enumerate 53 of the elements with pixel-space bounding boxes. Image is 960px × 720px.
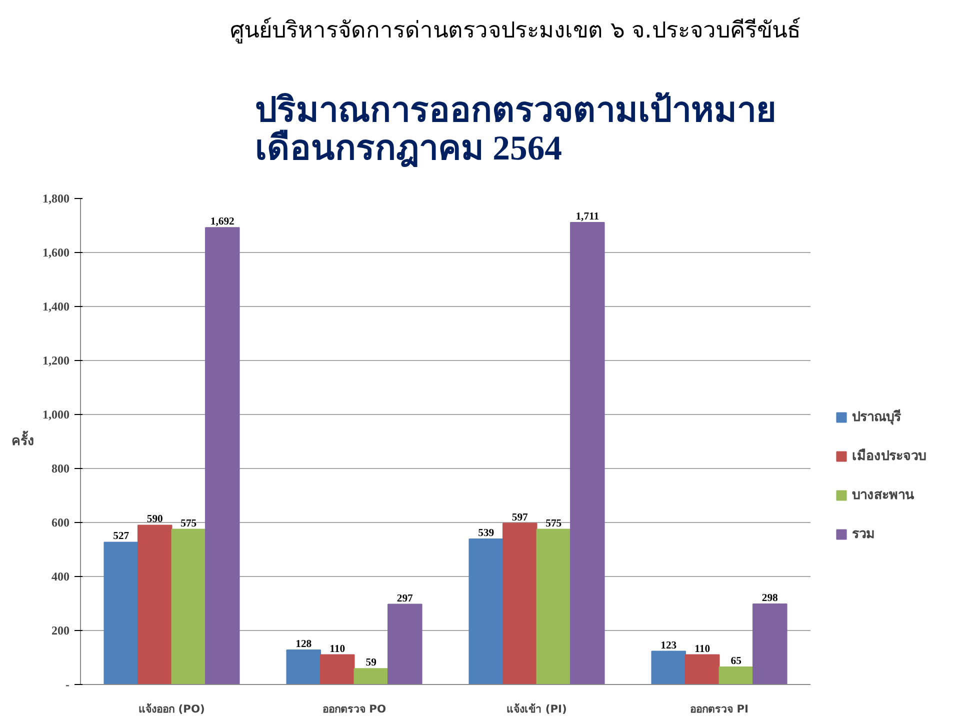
bar [354,668,389,684]
legend-label: บางสะพาน [852,487,914,505]
data-label: 575 [180,518,197,530]
x-tick-label: แจ้งออก (PO) [138,702,205,716]
bar [570,222,605,684]
y-tick-label: 200 [52,624,70,638]
legend-label: เมืองประจวบ [852,448,926,466]
bar [388,604,422,684]
y-tick-label: 600 [52,516,70,530]
bar [320,654,355,684]
y-tick-label: 1,000 [42,408,70,422]
bar [205,227,240,684]
y-tick-label: 1,400 [42,300,70,314]
y-axis-title: ครั้ง [12,430,34,449]
chart-subtitle: ศูนย์บริหารจัดการด่านตรวจประมงเขต ๖ จ.ประจวบคีรีขันธ์ [230,16,801,44]
y-tick-label: 1,600 [42,246,70,260]
data-label: 110 [694,644,710,655]
data-label: 123 [660,640,677,652]
bar [684,654,720,684]
bar [651,650,686,684]
data-label: 297 [396,593,414,604]
bar [536,528,572,684]
data-label: 59 [366,658,376,669]
bar [286,649,321,684]
data-label: 110 [330,644,346,655]
data-label: 1,692 [210,216,234,228]
x-tick-label: ออกตรวจ PO [322,702,386,716]
bar [104,542,138,684]
bar [752,604,788,684]
chart-title: ปริมาณการออกตรวจตามเป้าหมาย เดือนกรกฎาคม 2564 [255,92,776,168]
y-tick-label: 1,800 [42,192,70,206]
data-label: 527 [113,531,130,542]
data-label: 298 [762,593,778,604]
data-label: 539 [478,528,494,539]
bar [718,666,754,684]
data-label: 65 [730,656,742,667]
data-label: 590 [146,514,163,526]
x-tick-label: ออกตรวจ PI [690,702,749,716]
y-tick-label: 800 [52,462,70,476]
legend-label: รวม [852,526,875,544]
bar [468,538,504,684]
data-label: 597 [512,512,529,524]
y-tick-label: - [66,678,70,692]
bar [137,524,172,684]
data-label: 1,711 [576,212,600,223]
bar [171,528,206,684]
data-label: 575 [546,518,562,530]
data-label: 128 [296,638,312,650]
y-tick-label: 1,200 [42,354,70,368]
legend-label: ปราณบุรี [852,408,901,427]
bar [502,522,538,684]
x-tick-label: แจ้งเข้า (PI) [506,702,567,716]
y-tick-label: 400 [52,570,70,584]
